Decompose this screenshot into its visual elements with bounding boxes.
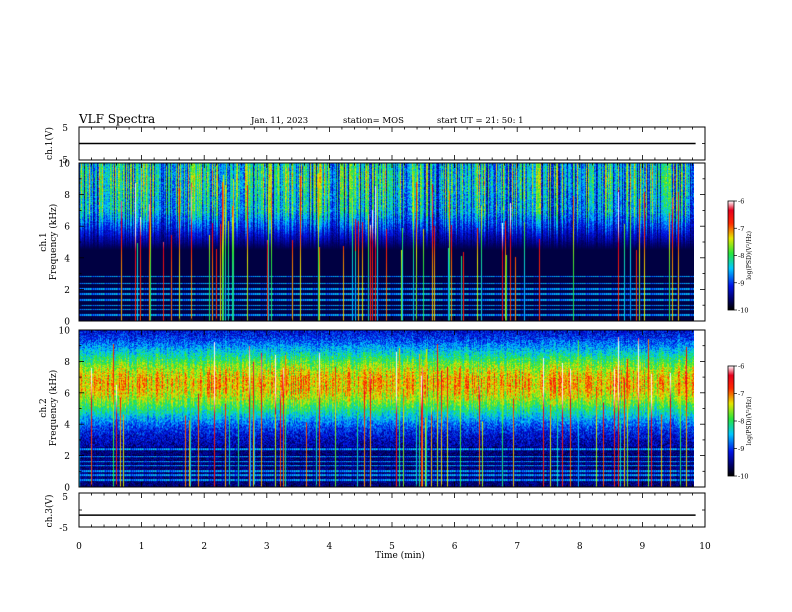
ch1-spectrogram-ylabel-frequency: Frequency (kHz) xyxy=(48,204,59,281)
ch3-voltage-frame xyxy=(78,492,706,528)
x-tick-label: 3 xyxy=(264,542,270,552)
frequency-tick-label: 0 xyxy=(64,318,70,328)
colorbar-tick-label: -9 xyxy=(738,445,744,453)
date-label: Jan. 11, 2023 xyxy=(250,116,308,126)
ch1-ytick-bottom: -5 xyxy=(59,156,68,166)
x-axis-tick-labels: 0 1 2 3 4 5 6 7 8 9 10 xyxy=(76,542,711,552)
ch1-voltage-ylabel: ch.1(V) xyxy=(44,127,55,160)
figure-header: VLF Spectra Jan. 11, 2023 station= MOS s… xyxy=(78,112,524,126)
ch2-colorbar-gradient xyxy=(728,366,734,476)
ch3-voltage-ylabel: ch.3(V) xyxy=(44,495,55,528)
colorbar-tick-label: -8 xyxy=(738,252,744,260)
x-tick-label: 6 xyxy=(452,542,458,552)
ch3-voltage-ticks xyxy=(78,493,706,527)
ch1-frequency-tick-labels: 0 2 4 6 8 10 xyxy=(59,160,71,328)
frequency-tick-label: 6 xyxy=(64,223,70,233)
frequency-tick-label: 0 xyxy=(64,484,70,494)
x-tick-label: 4 xyxy=(327,542,333,552)
ch2-spectrogram-ylabel-channel: ch.2 xyxy=(39,398,49,417)
ch2-colorbar: -6 -7 -8 -9 -10 log(PSD)(V²/Hz) xyxy=(727,363,753,481)
start-ut-label: start UT = 21: 50: 1 xyxy=(437,116,524,126)
frequency-tick-label: 2 xyxy=(64,286,70,296)
frequency-tick-label: 8 xyxy=(64,191,70,201)
ch1-ytick-top: 5 xyxy=(62,124,68,134)
ch1-colorbar: -6 -7 -8 -9 -10 log(PSD)(V²/Hz) xyxy=(727,198,753,315)
x-tick-label: 8 xyxy=(577,542,583,552)
colorbar-tick-label: -8 xyxy=(738,418,744,426)
x-tick-label: 1 xyxy=(139,542,145,552)
frequency-tick-label: 10 xyxy=(59,327,71,337)
colorbar-tick-label: -9 xyxy=(738,279,744,287)
ch1-colorbar-gradient xyxy=(728,201,734,310)
ch3-voltage-panel: 5 -5 ch.3(V) xyxy=(44,492,706,534)
frequency-tick-label: 4 xyxy=(64,421,70,431)
ch1-spectrogram-ticks xyxy=(78,162,706,322)
frequency-tick-label: 6 xyxy=(64,389,70,399)
ch1-voltage-ticks xyxy=(78,127,706,160)
frequency-tick-label: 10 xyxy=(59,160,71,170)
ch3-ytick-top: 5 xyxy=(62,493,68,503)
ch2-colorbar-label: log(PSD)(V²/Hz) xyxy=(746,397,753,446)
x-tick-label: 9 xyxy=(640,542,646,552)
ch1-colorbar-ticks: -6 -7 -8 -9 -10 xyxy=(734,198,748,315)
ch2-colorbar-ticks: -6 -7 -8 -9 -10 xyxy=(734,363,748,481)
ch2-spectrogram-ylabel-frequency: Frequency (kHz) xyxy=(48,370,59,447)
colorbar-tick-label: -10 xyxy=(738,473,748,481)
frequency-tick-label: 4 xyxy=(64,254,70,264)
figure-title: VLF Spectra xyxy=(78,112,155,126)
ch1-spectrogram-ylabel-channel: ch.1 xyxy=(39,232,49,251)
x-tick-label: 5 xyxy=(389,542,395,552)
ch1-colorbar-label: log(PSD)(V²/Hz) xyxy=(746,231,753,280)
ch2-spectrogram-panel: 0 2 4 6 8 10 ch.2 Frequency (kHz) xyxy=(39,327,706,494)
x-tick-label: 7 xyxy=(514,542,520,552)
station-label: station= MOS xyxy=(343,116,404,126)
ch2-spectrogram-image xyxy=(79,330,694,487)
x-axis-label: Time (min) xyxy=(375,550,425,561)
ch2-spectrogram-ticks xyxy=(78,329,706,488)
ch1-voltage-panel: 5 -5 ch.1(V) xyxy=(44,124,706,166)
colorbar-tick-label: -7 xyxy=(738,390,744,398)
ch1-spectrogram-panel: 0 2 4 6 8 10 ch.1 Frequency (kHz) xyxy=(39,160,706,328)
x-tick-label: 2 xyxy=(201,542,207,552)
colorbar-tick-label: -6 xyxy=(738,198,744,206)
x-tick-label: 0 xyxy=(76,542,82,552)
x-tick-label: 10 xyxy=(699,542,711,552)
frequency-tick-label: 8 xyxy=(64,358,70,368)
ch1-spectrogram-image xyxy=(79,163,694,321)
colorbar-tick-label: -10 xyxy=(738,307,748,315)
frequency-tick-label: 2 xyxy=(64,452,70,462)
ch3-ytick-bottom: -5 xyxy=(59,524,68,534)
colorbar-tick-label: -7 xyxy=(738,225,744,233)
colorbar-tick-label: -6 xyxy=(738,363,744,371)
ch2-frequency-tick-labels: 0 2 4 6 8 10 xyxy=(59,327,71,494)
